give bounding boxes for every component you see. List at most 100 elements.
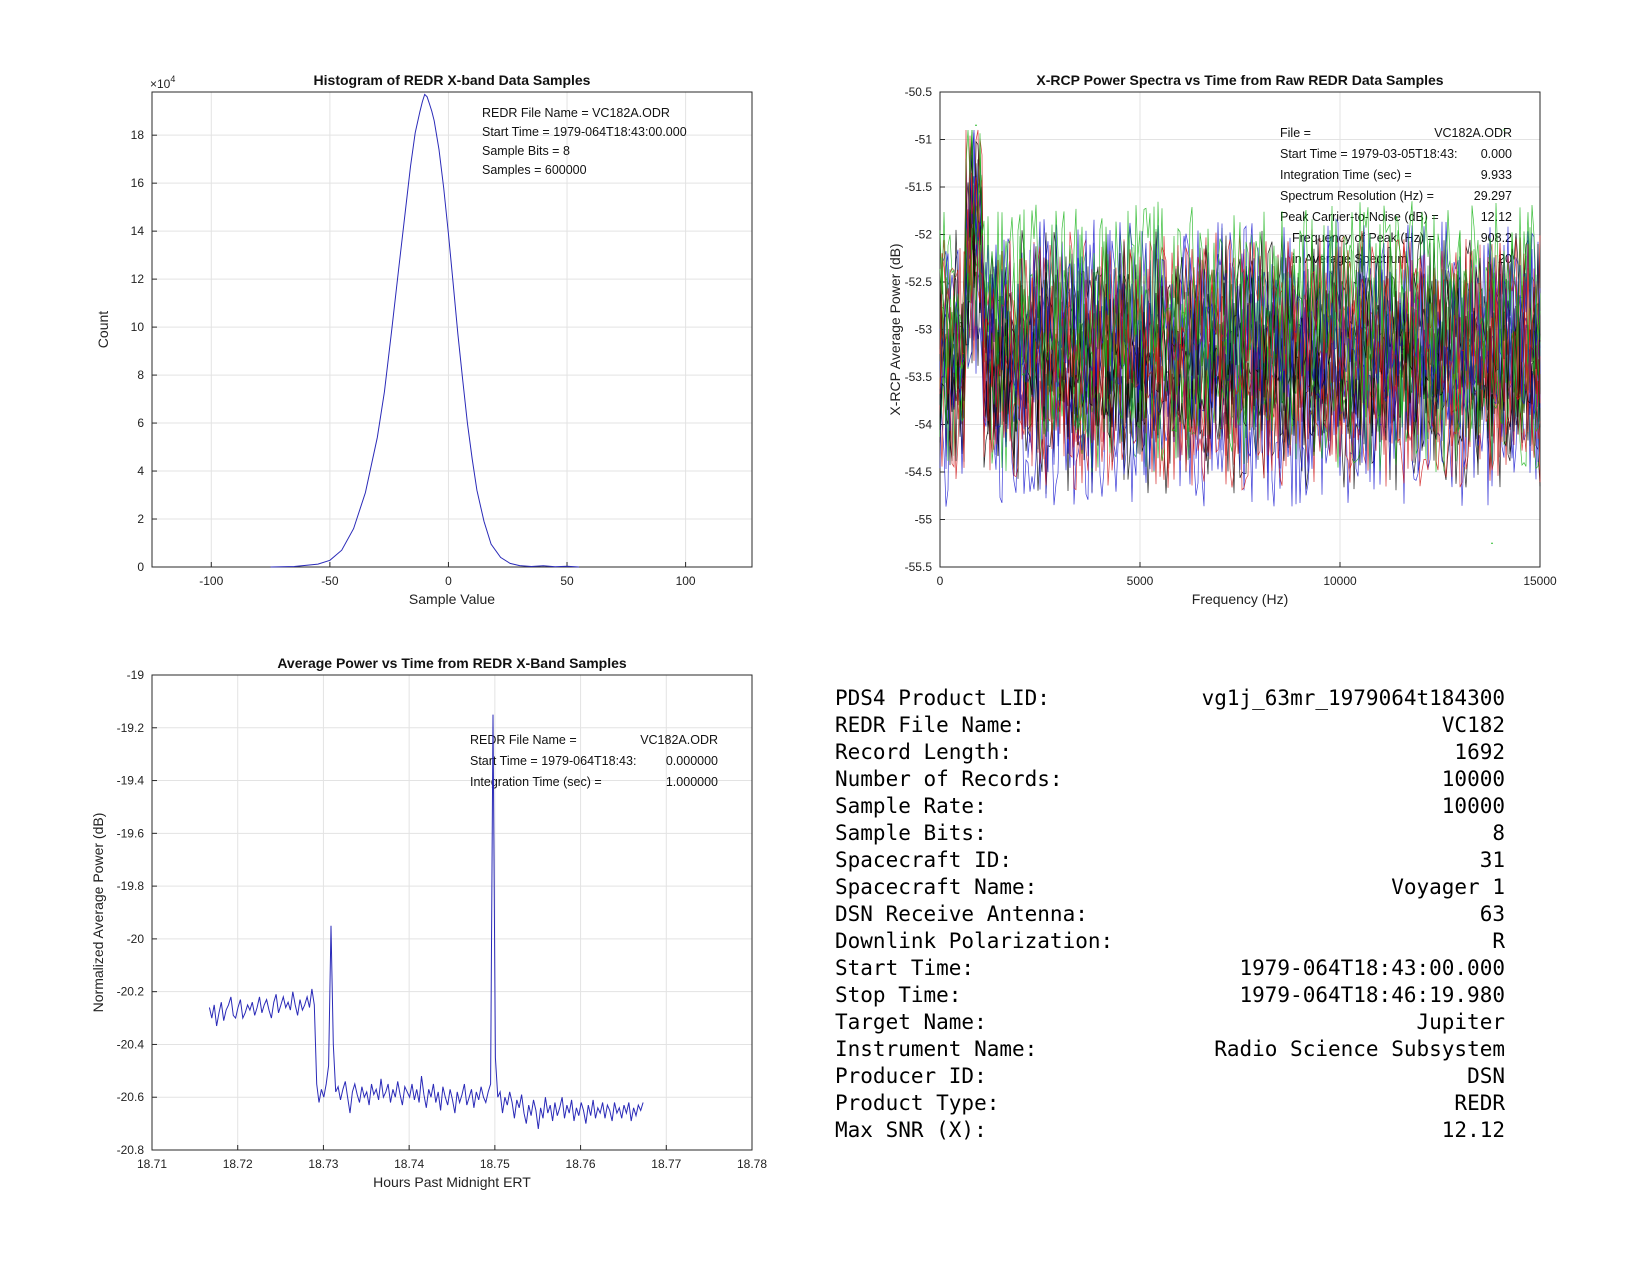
info-value: vg1j_63mr_1979064t184300 <box>1201 686 1505 710</box>
info-label: Producer ID: <box>835 1064 987 1088</box>
power-ytick-label: -20.8 <box>117 1143 145 1157</box>
info-value: VC182 <box>1441 713 1505 737</box>
hist-annotation: REDR File Name = VC182A.ODR <box>482 106 670 120</box>
info-label: Sample Rate: <box>835 794 987 818</box>
info-label: REDR File Name: <box>835 713 1025 737</box>
power-ylabel: Normalized Average Power (dB) <box>90 813 106 1013</box>
info-value: 8 <box>1492 821 1505 845</box>
hist-ylabel: Count <box>95 311 111 348</box>
hist-ytick-label: 4 <box>137 464 144 478</box>
spectra-ytick-label: -53.5 <box>905 370 933 384</box>
power-xtick-label: 18.73 <box>308 1157 338 1171</box>
info-value: 1979-064T18:46:19.980 <box>1239 983 1505 1007</box>
hist-xtick-label: -100 <box>199 574 223 588</box>
power-ytick-label: -20.6 <box>117 1090 145 1104</box>
power-ytick-label: -19.4 <box>117 774 145 788</box>
spectra-series-13 <box>939 159 1541 440</box>
spectra-annotation-label: Start Time = 1979-03-05T18:43: <box>1280 147 1458 161</box>
info-label: Product Type: <box>835 1091 1000 1115</box>
hist-xtick-label: -50 <box>321 574 339 588</box>
spectra-title: X-RCP Power Spectra vs Time from Raw RED… <box>1036 72 1443 88</box>
hist-frame <box>151 91 753 568</box>
power-annotation-label: Integration Time (sec) = <box>470 775 602 789</box>
info-label: Spacecraft ID: <box>835 848 1013 872</box>
power-ytick-label: -19.2 <box>117 721 145 735</box>
info-value: REDR <box>1454 1091 1505 1115</box>
hist-ytick-label: 8 <box>137 368 144 382</box>
spectra-xlabel: Frequency (Hz) <box>1192 591 1288 607</box>
info-value: Voyager 1 <box>1391 875 1505 899</box>
power-xtick-label: 18.72 <box>223 1157 253 1171</box>
hist-xtick-label: 0 <box>445 574 452 588</box>
spectra-peak-point <box>975 124 977 127</box>
info-value: 63 <box>1479 902 1505 926</box>
info-value: R <box>1492 929 1505 953</box>
info-label: DSN Receive Antenna: <box>835 902 1088 926</box>
hist-axes: -100 -50 0 50 100 0 2 4 6 8 10 12 14 16 18 Histogram of… <box>95 72 753 607</box>
spectra-annotation-value: 908.2 <box>1481 231 1512 245</box>
spectra-ytick-label: -54.5 <box>905 465 933 479</box>
info-value: Jupiter <box>1416 1010 1505 1034</box>
power-series-line <box>208 714 644 1129</box>
hist-ytick-label: 16 <box>131 176 145 190</box>
info-value: 10000 <box>1441 794 1505 818</box>
hist-xlabel: Sample Value <box>409 591 495 607</box>
spectra-ylabel: X-RCP Average Power (dB) <box>887 243 903 415</box>
hist-xtick-label: 50 <box>560 574 574 588</box>
info-value: DSN <box>1467 1064 1505 1088</box>
info-row: Producer ID: DSN <box>835 1063 1505 1090</box>
info-label: Max SNR (X): <box>835 1118 987 1142</box>
hist-ytick-label: 14 <box>131 224 145 238</box>
info-value: 31 <box>1479 848 1505 872</box>
power-xtick-label: 18.75 <box>480 1157 510 1171</box>
info-row: Product Type: REDR <box>835 1090 1505 1117</box>
spectra-ytick-label: -50.5 <box>905 85 933 99</box>
spectra-annotation-label: Integration Time (sec) = <box>1280 168 1412 182</box>
info-row: Instrument Name: Radio Science Subsystem <box>835 1036 1505 1063</box>
power-annotation-value: 0.000000 <box>666 754 718 768</box>
power-xtick-label: 18.76 <box>566 1157 596 1171</box>
power-ytick-label: -19 <box>127 668 145 682</box>
power-axes: 18.71 18.72 18.73 18.74 18.75 18.76 18.77 18.78… <box>90 655 767 1190</box>
spectra-ytick-label: -53 <box>915 323 933 337</box>
spectra-annotation-label: Peak Carrier-to-Noise (dB) = <box>1280 210 1439 224</box>
info-row: DSN Receive Antenna: 63 <box>835 901 1505 928</box>
info-value: 10000 <box>1441 767 1505 791</box>
info-row: Record Length: 1692 <box>835 739 1505 766</box>
info-label: Number of Records: <box>835 767 1063 791</box>
spectra-ytick-label: -55 <box>915 513 933 527</box>
power-frame <box>151 674 753 1151</box>
power-annotation-value: 1.000000 <box>666 775 718 789</box>
power-ytick-label: -20 <box>127 932 145 946</box>
info-value: Radio Science Subsystem <box>1214 1037 1505 1061</box>
hist-y-multiplier: ×104 <box>150 74 175 91</box>
power-annotation-value: VC182A.ODR <box>640 733 718 747</box>
power-xtick-label: 18.74 <box>394 1157 424 1171</box>
info-row: Stop Time: 1979-064T18:46:19.980 <box>835 982 1505 1009</box>
spectra-xtick-label: 0 <box>937 574 944 588</box>
spectra-peak-point <box>1503 129 1505 131</box>
spectra-ytick-label: -52.5 <box>905 275 933 289</box>
info-label: Start Time: <box>835 956 975 980</box>
spectra-xtick-label: 5000 <box>1127 574 1154 588</box>
info-row: Target Name: Jupiter <box>835 1009 1505 1036</box>
power-ytick-label: -19.8 <box>117 879 145 893</box>
spectra-series-19 <box>939 129 1541 408</box>
info-row: Number of Records: 10000 <box>835 766 1505 793</box>
info-label: Target Name: <box>835 1010 987 1034</box>
hist-ytick-label: 12 <box>131 272 145 286</box>
hist-ytick-label: 18 <box>131 128 145 142</box>
spectra-annotation-label: File = <box>1280 126 1311 140</box>
hist-annotation: Samples = 600000 <box>482 163 587 177</box>
product-info-panel: PDS4 Product LID: vg1j_63mr_1979064t18430… <box>835 685 1505 1144</box>
info-value: 12.12 <box>1441 1118 1505 1142</box>
spectra-ytick-label: -55.5 <box>905 560 933 574</box>
spectra-series-18 <box>939 132 1541 390</box>
spectra-annotation-label: Spectrum Resolution (Hz) = <box>1280 189 1434 203</box>
spectra-xtick-label: 15000 <box>1523 574 1557 588</box>
hist-ytick-label: 0 <box>137 560 144 574</box>
info-row: Max SNR (X): 12.12 <box>835 1117 1505 1144</box>
spectra-ytick-label: -54 <box>915 418 933 432</box>
hist-ytick-label: 2 <box>137 512 144 526</box>
hist-ytick-label: 10 <box>131 320 145 334</box>
